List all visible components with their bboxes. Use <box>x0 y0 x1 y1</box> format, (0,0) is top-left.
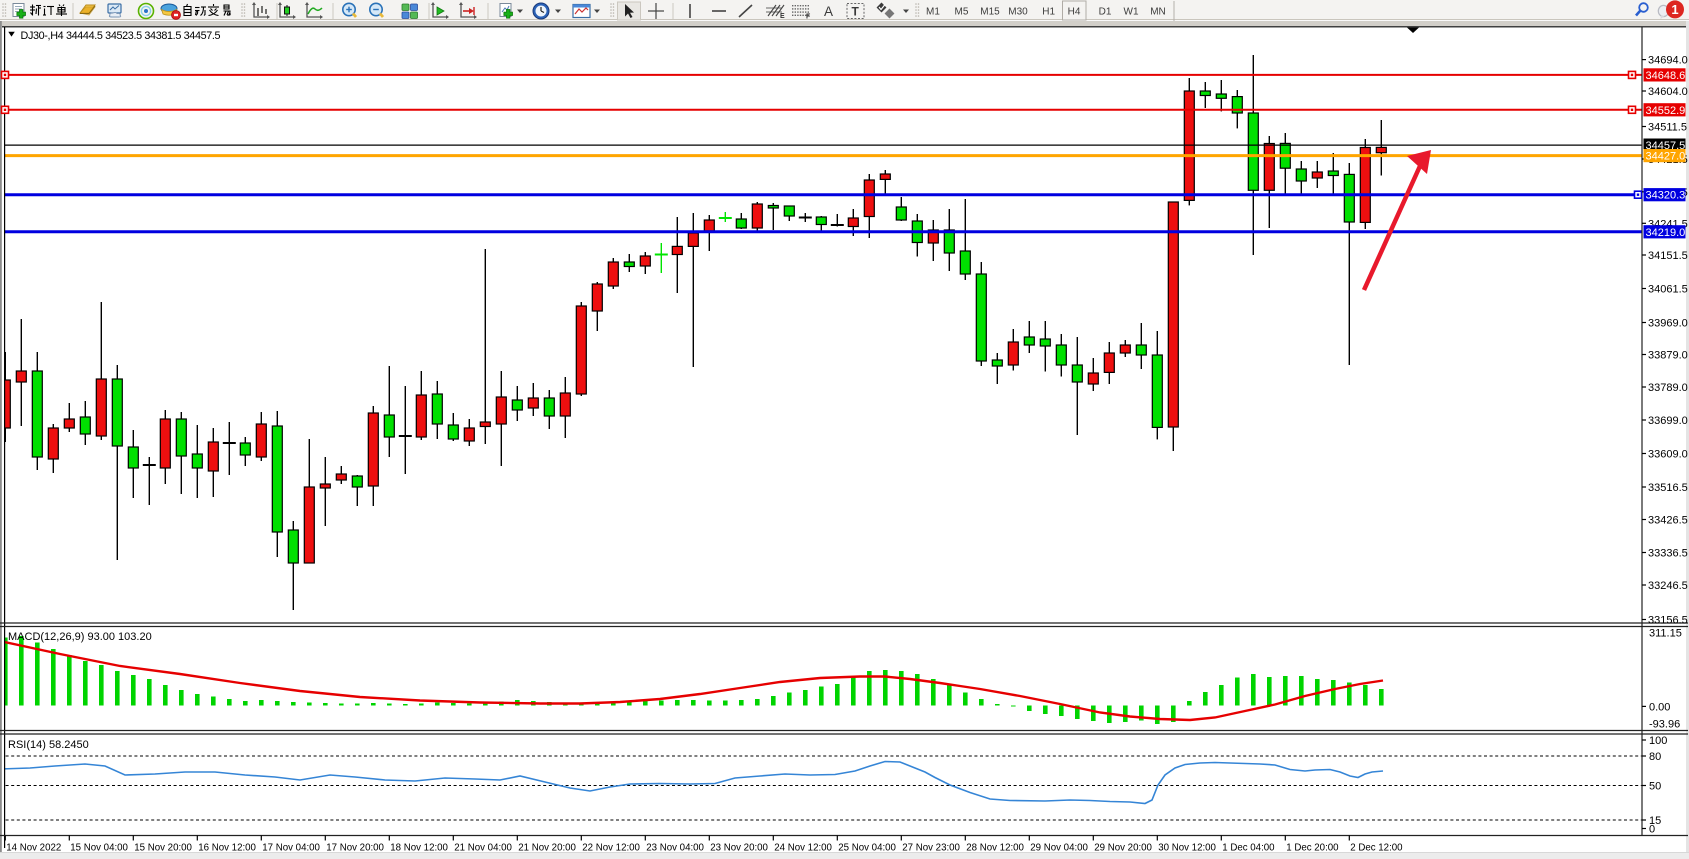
svg-text:33156.5: 33156.5 <box>1648 615 1688 627</box>
svg-text:33609.0: 33609.0 <box>1648 449 1688 461</box>
svg-text:1 Dec 20:00: 1 Dec 20:00 <box>1286 843 1339 854</box>
svg-text:33789.0: 33789.0 <box>1648 382 1688 394</box>
svg-text:15: 15 <box>1649 815 1661 827</box>
svg-text:18 Nov 12:00: 18 Nov 12:00 <box>390 843 448 854</box>
svg-text:21 Nov 04:00: 21 Nov 04:00 <box>454 843 512 854</box>
svg-text:RSI(14) 58.2450: RSI(14) 58.2450 <box>8 739 89 751</box>
svg-text:M15: M15 <box>980 7 1000 18</box>
svg-text:15 Nov 04:00: 15 Nov 04:00 <box>70 843 128 854</box>
svg-text:30 Nov 12:00: 30 Nov 12:00 <box>1158 843 1216 854</box>
svg-text:17 Nov 04:00: 17 Nov 04:00 <box>262 843 320 854</box>
svg-text:14 Nov 2022: 14 Nov 2022 <box>6 843 61 854</box>
svg-text:33969.0: 33969.0 <box>1648 318 1688 330</box>
svg-text:24 Nov 12:00: 24 Nov 12:00 <box>774 843 832 854</box>
svg-text:34648.6: 34648.6 <box>1646 70 1686 82</box>
svg-text:33246.5: 33246.5 <box>1648 580 1688 592</box>
svg-text:1 Dec 04:00: 1 Dec 04:00 <box>1222 843 1275 854</box>
svg-text:33879.0: 33879.0 <box>1648 350 1688 362</box>
svg-text:MN: MN <box>1150 7 1166 18</box>
svg-text:16 Nov 12:00: 16 Nov 12:00 <box>198 843 256 854</box>
svg-text:DJ30-,H4 34444.5 34523.5 3438: DJ30-,H4 34444.5 34523.5 34381.5 34457.5 <box>21 30 221 42</box>
svg-text:29 Nov 04:00: 29 Nov 04:00 <box>1030 843 1088 854</box>
svg-text:27 Nov 23:00: 27 Nov 23:00 <box>902 843 960 854</box>
svg-text:34427.0: 34427.0 <box>1646 151 1686 163</box>
svg-text:H4: H4 <box>1068 7 1081 18</box>
svg-text:2 Dec 12:00: 2 Dec 12:00 <box>1350 843 1403 854</box>
svg-text:M5: M5 <box>955 7 969 18</box>
svg-text:23 Nov 04:00: 23 Nov 04:00 <box>646 843 704 854</box>
svg-text:MACD(12,26,9) 93.00 103.20: MACD(12,26,9) 93.00 103.20 <box>8 631 152 643</box>
svg-text:34552.9: 34552.9 <box>1646 105 1686 117</box>
svg-text:W1: W1 <box>1124 7 1139 18</box>
svg-text:M30: M30 <box>1008 7 1028 18</box>
svg-text:15 Nov 20:00: 15 Nov 20:00 <box>134 843 192 854</box>
svg-text:80: 80 <box>1649 751 1661 763</box>
svg-text:A: A <box>824 4 833 19</box>
svg-text:34219.0: 34219.0 <box>1646 227 1686 239</box>
svg-text:33699.0: 33699.0 <box>1648 415 1688 427</box>
svg-text:33336.5: 33336.5 <box>1648 548 1688 560</box>
svg-text:311.15: 311.15 <box>1649 628 1682 640</box>
svg-text:0.00: 0.00 <box>1649 701 1670 713</box>
svg-text:100: 100 <box>1649 735 1667 747</box>
svg-text:-93.96: -93.96 <box>1649 718 1680 730</box>
svg-text:23 Nov 20:00: 23 Nov 20:00 <box>710 843 768 854</box>
svg-text:M1: M1 <box>926 7 940 18</box>
svg-text:34151.5: 34151.5 <box>1648 250 1688 262</box>
svg-text:34604.0: 34604.0 <box>1648 86 1688 98</box>
svg-text:33426.5: 33426.5 <box>1648 515 1688 527</box>
svg-text:33516.5: 33516.5 <box>1648 482 1688 494</box>
svg-text:21 Nov 20:00: 21 Nov 20:00 <box>518 843 576 854</box>
svg-text:D1: D1 <box>1099 7 1112 18</box>
svg-text:22 Nov 12:00: 22 Nov 12:00 <box>582 843 640 854</box>
svg-text:17 Nov 20:00: 17 Nov 20:00 <box>326 843 384 854</box>
svg-text:34694.0: 34694.0 <box>1648 55 1688 67</box>
svg-text:H1: H1 <box>1042 7 1055 18</box>
svg-text:F: F <box>806 14 811 21</box>
svg-text:29 Nov 20:00: 29 Nov 20:00 <box>1094 843 1152 854</box>
svg-text:50: 50 <box>1649 781 1661 793</box>
svg-text:25 Nov 04:00: 25 Nov 04:00 <box>838 843 896 854</box>
svg-text:T: T <box>852 5 860 19</box>
svg-text:1: 1 <box>1671 2 1678 17</box>
svg-text:0: 0 <box>1649 824 1655 836</box>
svg-text:34061.5: 34061.5 <box>1648 284 1688 296</box>
svg-text:34511.5: 34511.5 <box>1648 122 1687 134</box>
svg-text:28 Nov 12:00: 28 Nov 12:00 <box>966 843 1024 854</box>
svg-text:34320.3: 34320.3 <box>1646 190 1686 202</box>
svg-text:E: E <box>780 13 785 20</box>
